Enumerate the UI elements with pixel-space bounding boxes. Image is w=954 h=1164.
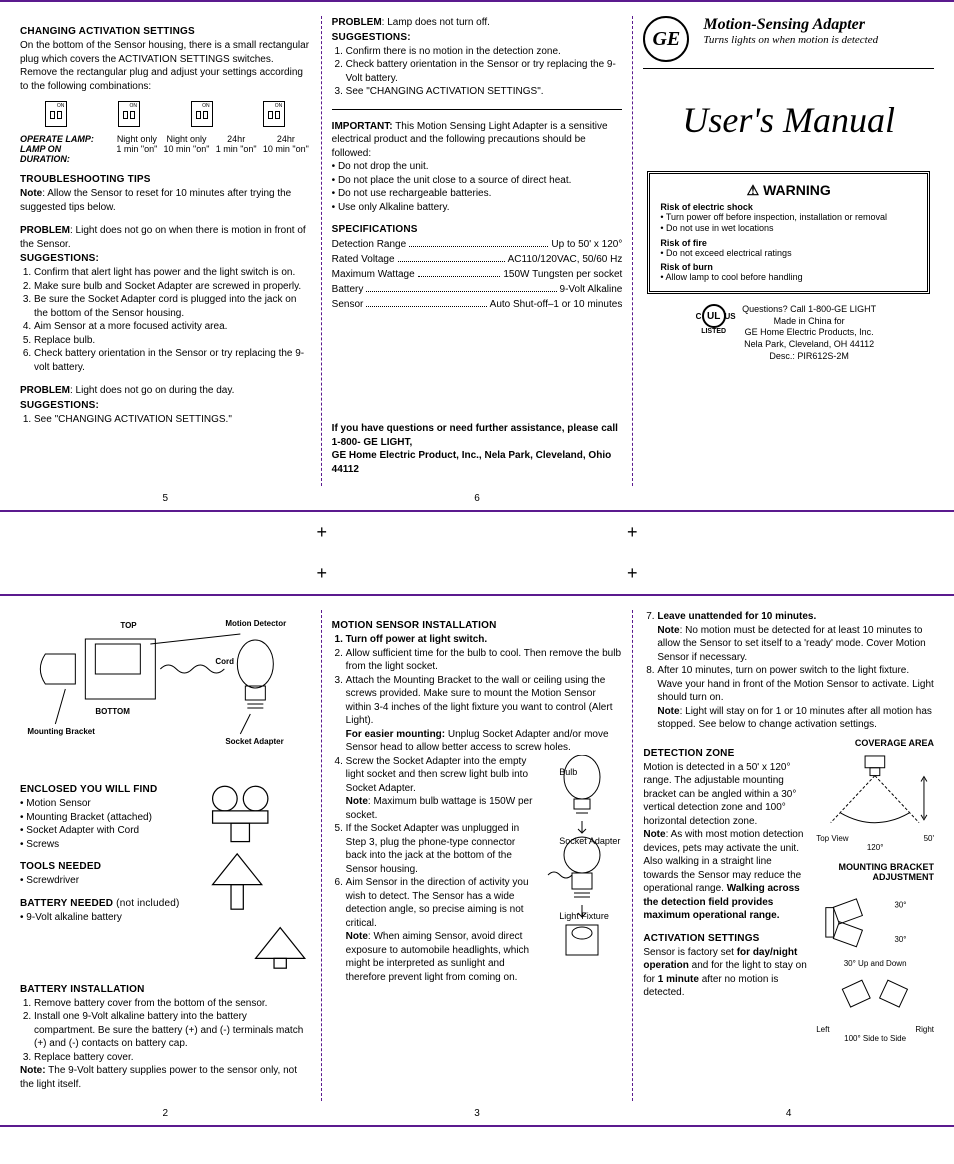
ge-logo-icon: GE <box>643 16 689 62</box>
page-number: 3 <box>474 1108 480 1119</box>
contact-info: Questions? Call 1-800-GE LIGHT Made in C… <box>742 304 876 362</box>
svg-text:30°: 30° <box>895 935 907 944</box>
svg-text:TOP: TOP <box>120 621 137 630</box>
heading: SUGGESTIONS: <box>332 32 623 43</box>
panel-3: MOTION SENSOR INSTALLATION Turn off powe… <box>322 610 633 1101</box>
page-number: 5 <box>163 493 169 504</box>
heading: ACTIVATION SETTINGS <box>643 933 808 944</box>
panel-2: TOP Motion Detector Cord BOTTOM Mounting… <box>10 610 321 1101</box>
panel-4: Leave unattended for 10 minutes. Note: N… <box>633 610 944 1101</box>
intro-text: On the bottom of the Sensor housing, the… <box>20 39 311 93</box>
page-row-bottom: TOP Motion Detector Cord BOTTOM Mounting… <box>0 594 954 1127</box>
side-to-side-diagram: Left Right 100° Side to Side <box>816 974 934 1043</box>
suggestion-list-2: See "CHANGING ACTIVATION SETTINGS." <box>20 413 311 427</box>
lamp-illustrations <box>188 774 311 974</box>
heading: SUGGESTIONS: <box>20 400 311 411</box>
svg-text:BOTTOM: BOTTOM <box>95 707 130 716</box>
heading: TOOLS NEEDED <box>20 861 180 872</box>
operate-lamp-row: OPERATE LAMP: Night only Night only 24hr… <box>20 134 311 144</box>
crop-marks: ++ <box>0 553 954 594</box>
heading: MOTION SENSOR INSTALLATION <box>332 620 623 631</box>
heading: SPECIFICATIONS <box>332 224 623 235</box>
mounting-bracket-label: MOUNTING BRACKET ADJUSTMENT <box>816 862 934 882</box>
spec-table: Detection RangeUp to 50' x 120° Rated Vo… <box>332 237 623 312</box>
panel-5: CHANGING ACTIVATION SETTINGS On the bott… <box>10 16 321 486</box>
page-title: User's Manual <box>643 99 934 141</box>
heading: SUGGESTIONS: <box>20 253 311 264</box>
suggestion-list-3: Confirm there is no motion in the detect… <box>332 45 623 99</box>
panel-6: PROBLEM: Lamp does not turn off. SUGGEST… <box>322 16 633 486</box>
diagram-labels: Bulb Socket Adapter Light Fixture <box>559 760 620 930</box>
warning-heading: ⚠ WARNING <box>660 182 917 199</box>
ul-listed-icon: UL LISTED <box>701 304 726 335</box>
svg-text:Cord: Cord <box>215 657 234 666</box>
page-number: 2 <box>163 1108 169 1119</box>
dip-switch-diagram-row <box>20 101 311 130</box>
sensor-diagram: TOP Motion Detector Cord BOTTOM Mounting… <box>20 614 311 764</box>
page-row-top: CHANGING ACTIVATION SETTINGS On the bott… <box>0 0 954 512</box>
important-list: Do not drop the unit. Do not place the u… <box>332 160 623 214</box>
mounting-bracket-diagram: 30° 30° 30° Up and Down <box>816 888 934 968</box>
lamp-duration-row: LAMP ON DURATION: 1 min "on" 10 min "on"… <box>20 144 311 164</box>
panel-cover: GE Motion-Sensing Adapter Turns lights o… <box>633 16 944 486</box>
page-number: 4 <box>786 1108 792 1119</box>
coverage-area-label: COVERAGE AREA <box>816 738 934 748</box>
heading: DETECTION ZONE <box>643 748 808 759</box>
heading: BATTERY INSTALLATION <box>20 984 311 995</box>
product-name: Motion-Sensing Adapter <box>703 16 934 34</box>
crop-marks: ++ <box>0 512 954 553</box>
svg-text:Mounting Bracket: Mounting Bracket <box>27 727 95 736</box>
heading: CHANGING ACTIVATION SETTINGS <box>20 26 311 37</box>
heading: TROUBLESHOOTING TIPS <box>20 174 311 185</box>
enclosed-list: Motion Sensor Mounting Bracket (attached… <box>20 797 180 851</box>
svg-text:Socket Adapter: Socket Adapter <box>225 737 283 746</box>
product-tagline: Turns lights on when motion is detected <box>703 34 934 46</box>
page-number: 6 <box>474 493 480 504</box>
coverage-diagram: Top View 50' 120° <box>816 754 934 853</box>
warning-box: ⚠ WARNING Risk of electric shock Turn po… <box>647 171 930 294</box>
svg-text:30°: 30° <box>895 901 907 910</box>
contact-block: If you have questions or need further as… <box>332 422 623 476</box>
suggestion-list-1: Confirm that alert light has power and t… <box>20 266 311 374</box>
battery-install-list: Remove battery cover from the bottom of … <box>20 997 311 1065</box>
install-steps-cont: Leave unattended for 10 minutes. Note: N… <box>643 610 934 732</box>
svg-text:Motion Detector: Motion Detector <box>225 619 286 628</box>
heading: ENCLOSED YOU WILL FIND <box>20 784 180 795</box>
